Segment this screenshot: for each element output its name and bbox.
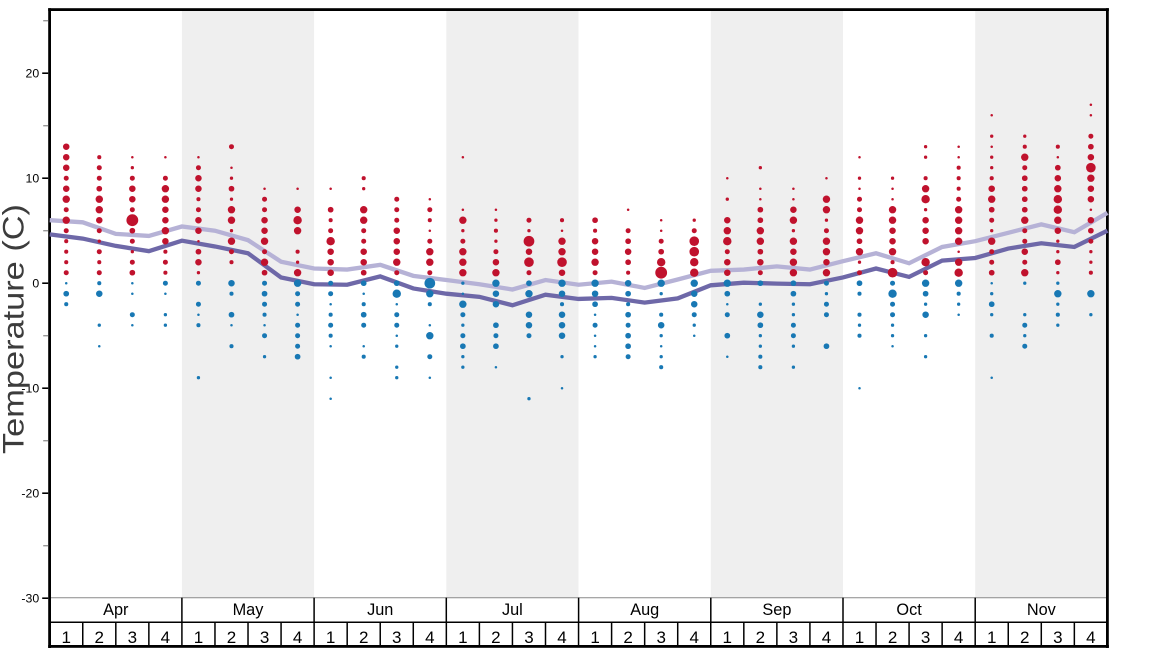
svg-text:1: 1: [987, 628, 996, 647]
svg-text:-10: -10: [21, 382, 39, 396]
svg-text:1: 1: [61, 628, 70, 647]
svg-text:-30: -30: [21, 592, 39, 606]
svg-text:Aug: Aug: [630, 601, 659, 619]
svg-text:Nov: Nov: [1027, 601, 1057, 619]
svg-text:2: 2: [888, 628, 897, 647]
svg-text:3: 3: [1053, 628, 1062, 647]
svg-text:0: 0: [32, 277, 39, 291]
svg-text:10: 10: [26, 172, 40, 186]
svg-text:4: 4: [954, 628, 963, 647]
svg-text:4: 4: [557, 628, 566, 647]
svg-text:4: 4: [425, 628, 434, 647]
svg-text:4: 4: [822, 628, 831, 647]
svg-text:4: 4: [161, 628, 170, 647]
svg-text:3: 3: [128, 628, 137, 647]
svg-text:3: 3: [921, 628, 930, 647]
svg-text:3: 3: [789, 628, 798, 647]
svg-text:Apr: Apr: [103, 601, 129, 619]
svg-text:4: 4: [1086, 628, 1095, 647]
svg-text:Oct: Oct: [896, 601, 922, 619]
svg-text:1: 1: [326, 628, 335, 647]
svg-text:20: 20: [26, 67, 40, 81]
svg-text:4: 4: [690, 628, 699, 647]
svg-text:2: 2: [359, 628, 368, 647]
svg-text:1: 1: [590, 628, 599, 647]
svg-text:1: 1: [855, 628, 864, 647]
svg-text:2: 2: [756, 628, 765, 647]
svg-text:2: 2: [95, 628, 104, 647]
svg-text:Temperature (C): Temperature (C): [0, 204, 31, 454]
svg-text:2: 2: [1020, 628, 1029, 647]
svg-text:2: 2: [623, 628, 632, 647]
svg-text:-20: -20: [21, 487, 39, 501]
svg-text:1: 1: [194, 628, 203, 647]
svg-text:2: 2: [491, 628, 500, 647]
svg-text:Sep: Sep: [762, 601, 791, 619]
svg-text:4: 4: [293, 628, 302, 647]
svg-text:2: 2: [227, 628, 236, 647]
svg-text:3: 3: [260, 628, 269, 647]
svg-text:May: May: [233, 601, 265, 619]
svg-text:3: 3: [524, 628, 533, 647]
svg-text:Jun: Jun: [367, 601, 393, 619]
svg-text:Jul: Jul: [502, 601, 523, 619]
svg-text:1: 1: [723, 628, 732, 647]
svg-text:3: 3: [392, 628, 401, 647]
svg-text:3: 3: [656, 628, 665, 647]
svg-text:1: 1: [458, 628, 467, 647]
